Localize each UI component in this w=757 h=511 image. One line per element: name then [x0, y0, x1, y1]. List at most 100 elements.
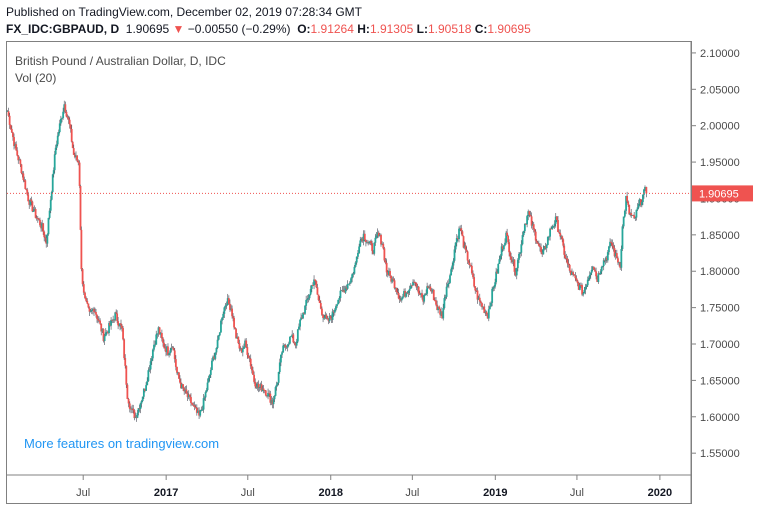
candle-body — [380, 234, 382, 245]
candle-body — [396, 292, 399, 294]
candle-body — [50, 191, 53, 200]
candle-body — [20, 164, 23, 174]
candle-body — [112, 319, 115, 321]
candle-body — [485, 311, 488, 315]
candle-body — [539, 245, 541, 248]
candle-body — [51, 174, 54, 192]
candle-body — [429, 286, 432, 291]
candle-body — [509, 252, 512, 257]
candle-body — [628, 204, 631, 215]
candle-body — [86, 300, 89, 304]
candle-body — [422, 297, 425, 302]
candle-body — [610, 241, 613, 243]
candle-body — [141, 396, 144, 401]
candle-body — [412, 281, 414, 286]
candle-body — [43, 231, 46, 238]
candle-body — [287, 343, 290, 345]
candle-body — [574, 275, 577, 279]
candle-body — [455, 238, 458, 243]
candle-body — [587, 277, 590, 280]
candle-body — [14, 144, 17, 147]
candle-body — [213, 356, 216, 359]
candle-body — [6, 111, 9, 113]
candle-body — [530, 216, 533, 226]
candle-body — [323, 317, 326, 319]
candle-body — [9, 124, 12, 129]
candle-body — [107, 331, 109, 334]
candle-body — [8, 115, 11, 125]
candle-body — [102, 329, 105, 342]
candle-body — [558, 231, 561, 233]
candle-body — [216, 339, 219, 348]
candle-body — [584, 286, 587, 290]
candle-body — [470, 265, 473, 274]
candle-body — [138, 408, 141, 409]
candle-body — [619, 262, 622, 268]
candle-body — [431, 289, 434, 292]
candle-body — [363, 233, 366, 241]
candle-body — [191, 402, 194, 405]
candle-body — [338, 298, 341, 300]
candle-body — [243, 346, 245, 350]
candle-body — [499, 255, 502, 260]
candle-body — [260, 384, 263, 392]
candle-body — [464, 245, 467, 250]
candle-body — [430, 290, 433, 292]
candle-body — [182, 384, 184, 389]
candle-body — [96, 314, 98, 319]
candle-body — [221, 317, 223, 321]
candle-body — [250, 366, 253, 371]
y-tick-label: 1.75000 — [700, 303, 740, 315]
candle-body — [502, 245, 505, 250]
candle-body — [89, 310, 92, 312]
candle-body — [613, 248, 616, 257]
candle-body — [149, 361, 152, 370]
candle-body — [307, 298, 310, 300]
candle-body — [134, 416, 137, 419]
candle-body — [99, 320, 102, 324]
candle-body — [123, 339, 126, 359]
candle-body — [459, 228, 462, 229]
candle-body — [146, 381, 149, 386]
candle-body — [575, 278, 578, 281]
candle-body — [635, 209, 638, 218]
candle-body — [272, 399, 275, 405]
candle-body — [275, 384, 278, 388]
candle-body — [200, 410, 203, 411]
candle-body — [21, 173, 24, 174]
candle-body — [117, 321, 120, 326]
candle-body — [172, 348, 175, 351]
candle-body — [37, 218, 40, 220]
candle-body — [46, 234, 49, 244]
candle-body — [245, 340, 248, 348]
candle-body — [622, 216, 625, 227]
candle-body — [586, 279, 589, 286]
candle-body — [469, 264, 472, 266]
candle-body — [463, 245, 466, 248]
candle-body — [310, 285, 313, 289]
candle-body — [198, 410, 200, 416]
quote-line: FX_IDC:GBPAUD, D 1.90695 ▼ −0.00550 (−0.… — [6, 22, 531, 36]
candle-body — [573, 274, 576, 276]
candle-body — [550, 228, 553, 230]
candle-body — [535, 240, 538, 243]
candle-body — [317, 294, 320, 301]
candle-body — [591, 266, 594, 270]
candle-body — [303, 312, 305, 314]
candle-body — [454, 242, 457, 250]
candle-body — [477, 297, 480, 300]
candle-body — [88, 307, 91, 312]
candle-body — [562, 239, 565, 246]
promo-link[interactable]: More features on tradingview.com — [24, 436, 220, 451]
candle-body — [7, 111, 10, 116]
candle-body — [590, 269, 593, 273]
candle-body — [337, 299, 340, 305]
candle-body — [495, 271, 498, 283]
candle-body — [239, 348, 242, 350]
candle-body — [483, 306, 486, 314]
candle-body — [426, 286, 429, 294]
candle-body — [339, 290, 342, 299]
candle-body — [416, 286, 419, 288]
high-value: 1.91305 — [369, 22, 414, 36]
